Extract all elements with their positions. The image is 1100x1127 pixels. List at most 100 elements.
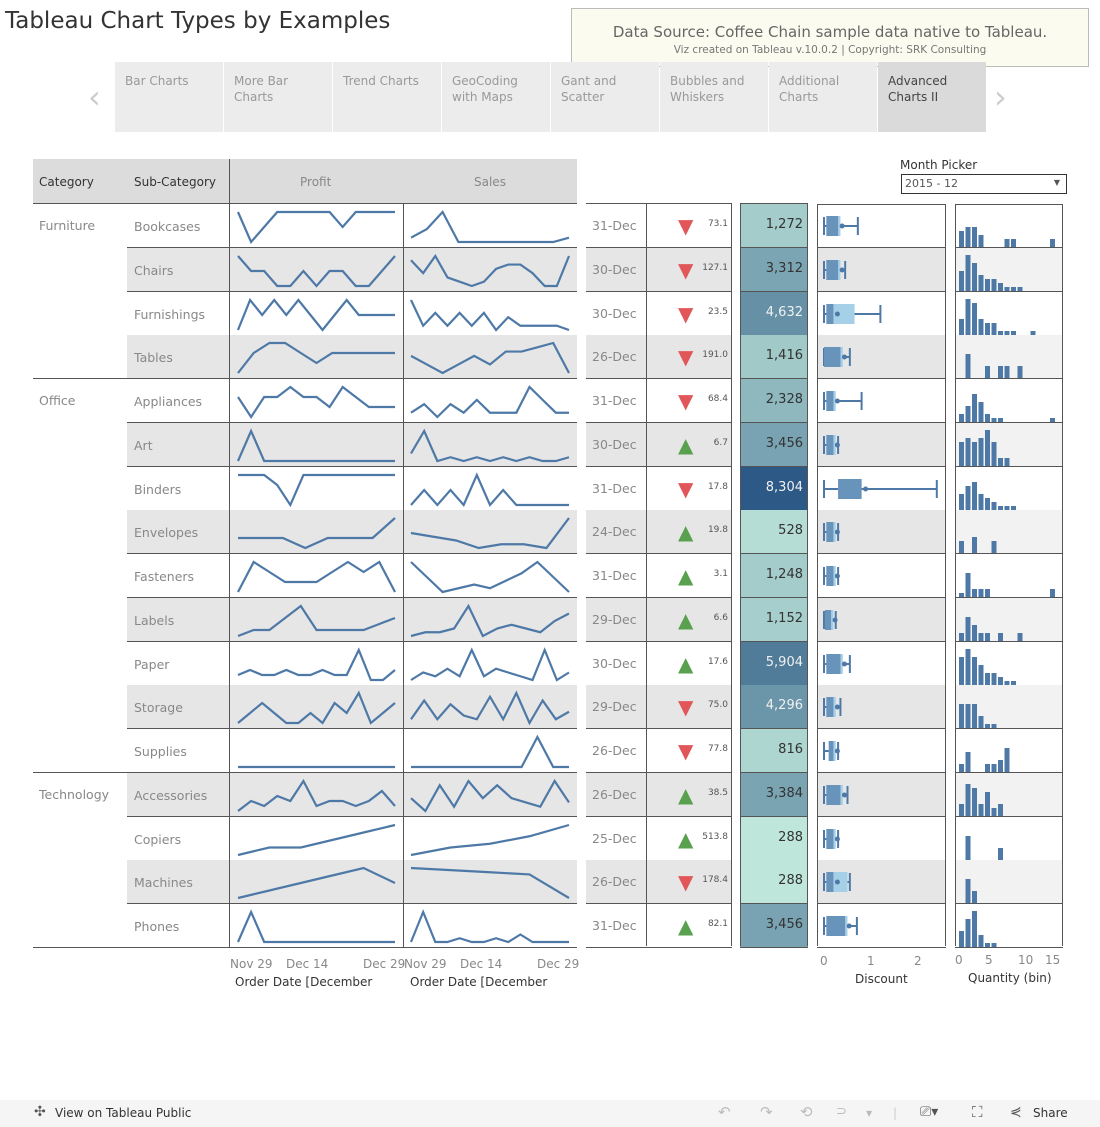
tab-advanced-charts-ii[interactable]: Advanced Charts II — [878, 62, 986, 132]
discount-boxplot-cell — [817, 292, 946, 336]
histogram-bar — [972, 589, 977, 597]
profit-sparkline-cell — [230, 379, 403, 423]
sales-sparkline-line — [410, 428, 570, 463]
quantity-histogram — [959, 430, 1010, 466]
change-value: 75.0 — [707, 700, 728, 710]
tab-geocoding-with-maps[interactable]: GeoCoding with Maps — [442, 62, 550, 132]
tab-more-bar-charts[interactable]: More Bar Charts — [224, 62, 332, 132]
histogram-bar — [972, 704, 977, 728]
histogram-bar — [959, 414, 964, 422]
row-divider — [127, 772, 577, 773]
revert-icon[interactable]: ⟲ — [800, 1103, 813, 1121]
sales-sparkline — [410, 647, 570, 682]
tab-bar-charts[interactable]: Bar Charts — [115, 62, 223, 132]
page-title: Tableau Chart Types by Examples — [5, 8, 391, 34]
sales-sparkline-line — [410, 690, 570, 726]
histogram-bar — [972, 442, 977, 466]
subcategory-label: Appliances — [134, 394, 203, 409]
header-sales: Sales — [474, 175, 506, 189]
quantity-axis-tick: 15 — [1045, 953, 1061, 967]
date-cell — [586, 860, 646, 904]
change-cell: ▼ 73.1 — [646, 204, 732, 248]
refresh-menu-caret-icon[interactable]: ▼ — [866, 1109, 873, 1118]
change-value: 178.4 — [702, 875, 728, 885]
quantity-axis-title: Quantity (bin) — [968, 971, 1052, 985]
histogram-bar — [1004, 331, 1010, 335]
quantity-histogram-cell — [955, 423, 1063, 467]
subcategory-label: Storage — [134, 700, 183, 715]
tab-bubbles-and-whiskers[interactable]: Bubbles and Whiskers — [660, 62, 768, 132]
row-divider — [817, 291, 946, 292]
discount-boxplot-cell — [817, 379, 946, 423]
histogram-bar — [965, 255, 971, 291]
up-triangle-icon: ▲ — [678, 785, 694, 805]
sales-sparkline-cell — [403, 379, 577, 423]
date-axis-title: Order Date [December 2015] — [235, 975, 373, 990]
discount-boxplot — [823, 785, 849, 805]
change-cell: ▲ 6.7 — [646, 423, 732, 467]
row-divider — [955, 597, 1063, 598]
profit-sparkline-line — [237, 385, 395, 420]
median-point — [834, 879, 840, 885]
discount-boxplot-cell — [817, 335, 946, 379]
discount-boxplot-cell — [817, 467, 946, 511]
row-divider — [127, 553, 577, 554]
category-label: Office Supplies — [39, 393, 92, 409]
profit-sparkline-line — [237, 823, 396, 857]
lower-box — [826, 260, 839, 280]
histogram-bar — [972, 788, 977, 816]
prev-tab-arrow-icon[interactable]: ‹ — [88, 78, 101, 116]
next-tab-arrow-icon[interactable]: › — [994, 78, 1007, 116]
last-order-date: 26-Dec — [592, 874, 637, 889]
row-divider — [955, 247, 1063, 248]
change-value: 77.8 — [707, 744, 728, 754]
row-divider — [955, 816, 1063, 817]
change-cell: ▼ 77.8 — [646, 729, 732, 773]
row-divider — [127, 728, 577, 729]
quantity-histogram — [959, 649, 1016, 685]
sales-heat-cell: 5,904 — [740, 642, 808, 686]
sales-sparkline-cell — [403, 554, 577, 598]
row-divider — [817, 597, 946, 598]
download-icon[interactable]: ⎚▾ — [920, 1104, 939, 1120]
change-cell: ▲ 19.8 — [646, 510, 732, 554]
quantity-histogram-cell — [955, 248, 1063, 292]
sales-sparkline-line — [411, 734, 569, 769]
month-picker-dropdown[interactable]: 2015 - 12 ▼ — [901, 174, 1067, 194]
histogram-bar — [1004, 681, 1010, 685]
change-cell: ▲ 17.6 — [646, 642, 732, 686]
sales-sparkline-cell — [403, 467, 577, 511]
profit-sparkline-cell — [230, 292, 403, 336]
share-icon[interactable]: ⋞ — [1010, 1104, 1022, 1120]
quantity-histogram — [965, 354, 1023, 378]
profit-sparkline — [238, 473, 395, 508]
refresh-icon[interactable]: ⊃ — [836, 1104, 847, 1119]
histogram-bar — [965, 227, 971, 247]
tableau-toolbar: ✣ View on Tableau Public ↶ ↷ ⟲ ⊃ ▼ | ⎚▾ … — [0, 1100, 1100, 1127]
undo-icon[interactable]: ↶ — [718, 1103, 731, 1121]
row-divider — [586, 378, 732, 379]
tab-additional-charts[interactable]: Additional Charts — [769, 62, 877, 132]
tab-trend-charts[interactable]: Trend Charts — [333, 62, 441, 132]
discount-boxplot-cell — [817, 423, 946, 467]
share-button[interactable]: Share — [1033, 1106, 1068, 1120]
view-on-tableau-link[interactable]: View on Tableau Public — [55, 1106, 192, 1120]
median-point — [834, 748, 840, 754]
change-value: 513.8 — [702, 832, 728, 842]
sales-sparkline — [410, 299, 570, 332]
histogram-bar — [972, 911, 977, 947]
histogram-bar — [991, 943, 997, 947]
redo-icon[interactable]: ↷ — [760, 1103, 773, 1121]
down-triangle-icon: ▼ — [678, 304, 694, 324]
row-divider — [586, 203, 732, 204]
quantity-histogram — [959, 255, 1023, 291]
histogram-bar — [991, 673, 997, 685]
row-divider — [817, 247, 946, 248]
subcategory-label: Accessories — [134, 788, 208, 803]
sales-sparkline — [410, 603, 570, 638]
fullscreen-icon[interactable]: ⛶ — [972, 1103, 983, 1121]
subcategory-label: Machines — [134, 875, 193, 890]
tab-gant-and-scatter[interactable]: Gant and Scatter — [551, 62, 659, 132]
histogram-bar — [998, 633, 1003, 641]
down-triangle-icon: ▼ — [678, 697, 694, 717]
